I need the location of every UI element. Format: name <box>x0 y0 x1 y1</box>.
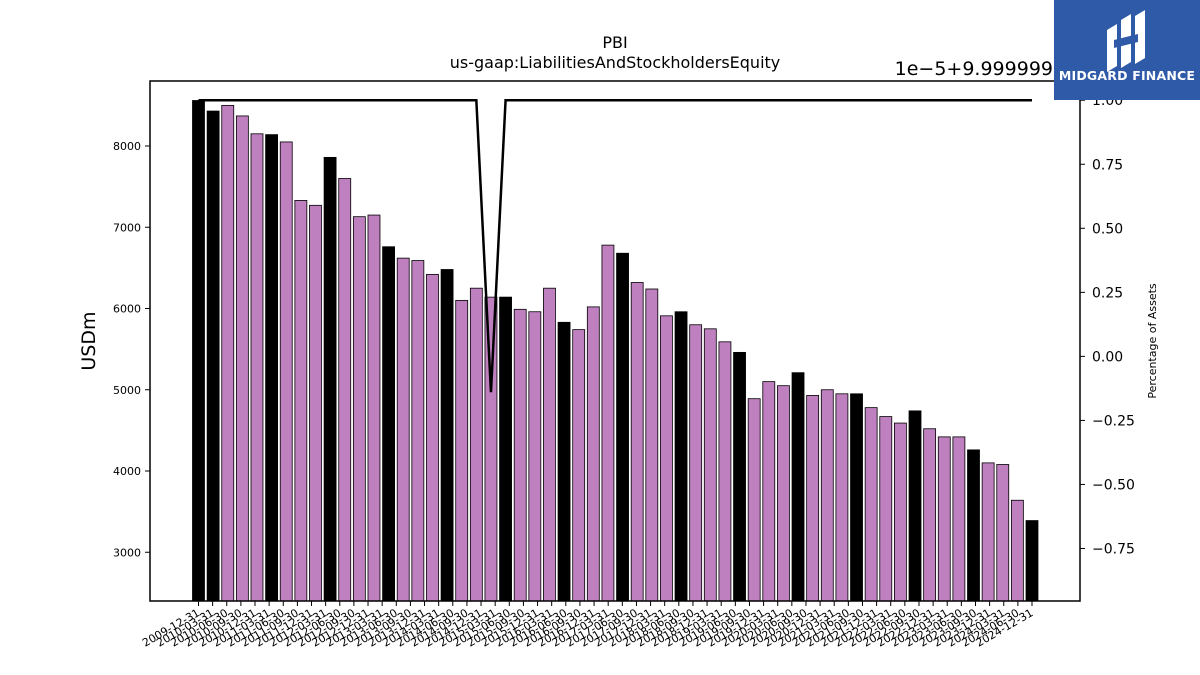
percentage-line <box>198 98 1032 393</box>
bar <box>937 436 951 602</box>
bar <box>411 260 425 602</box>
bar <box>689 324 703 602</box>
bar <box>820 389 834 602</box>
bar <box>630 282 644 602</box>
bar <box>908 410 922 602</box>
bar <box>747 398 761 602</box>
line-group <box>198 98 1032 393</box>
chart-subtitle: us-gaap:LiabilitiesAndStockholdersEquity <box>450 53 781 72</box>
bar <box>235 115 249 602</box>
bar <box>338 178 352 602</box>
bar <box>455 299 469 602</box>
bar <box>279 141 293 602</box>
bar <box>996 464 1010 602</box>
bar <box>645 288 659 602</box>
y2-tick-label: 0.25 <box>1092 285 1123 301</box>
y-axis-label: USDm <box>78 311 100 370</box>
bar <box>294 200 308 602</box>
bar <box>777 385 790 602</box>
y2-tick-label: −0.75 <box>1092 541 1135 557</box>
bar <box>572 329 586 602</box>
y2-tick-label: 0.75 <box>1092 157 1123 173</box>
y2-tick-label: −0.50 <box>1092 477 1135 493</box>
bar <box>426 273 439 602</box>
bar <box>221 104 235 602</box>
bar <box>323 156 337 602</box>
y2-tick-label: −0.25 <box>1092 413 1135 429</box>
bar <box>601 244 615 602</box>
brand-emblem-icon <box>1107 10 1145 72</box>
y-tick-label: 8000 <box>113 140 141 153</box>
plot-frame <box>149 80 1081 602</box>
bar <box>557 321 571 602</box>
bar <box>952 436 966 602</box>
bar <box>1010 499 1024 602</box>
bars-group <box>192 100 1039 602</box>
brand-logo: MIDGARD FINANCE <box>1054 0 1200 100</box>
y-tick-label: 3000 <box>113 546 141 559</box>
bar <box>967 449 980 602</box>
bar <box>762 381 776 602</box>
bar <box>894 422 907 602</box>
bar <box>835 393 849 602</box>
bar <box>513 308 527 602</box>
bar <box>543 287 556 602</box>
bar <box>206 110 220 602</box>
axes-group: 3000 4000 5000 6000 7000 8000 −0.75 −0.50 −0.25 0… <box>113 80 1135 650</box>
bar <box>265 134 279 602</box>
bar <box>718 341 732 602</box>
y-tick-label: 6000 <box>113 303 141 316</box>
bar <box>616 252 629 602</box>
y-tick-label: 4000 <box>113 465 141 478</box>
bar <box>864 407 878 602</box>
bar <box>250 133 264 602</box>
bar <box>806 395 820 602</box>
brand-name: MIDGARD FINANCE <box>1058 68 1196 83</box>
bar <box>484 296 498 602</box>
y2-tick-label: 0.50 <box>1092 221 1123 237</box>
bar <box>1025 520 1039 602</box>
bar <box>192 100 205 602</box>
bar <box>879 416 893 602</box>
bar <box>469 287 483 602</box>
y2-tick-label: 0.00 <box>1092 349 1123 365</box>
bar <box>660 315 673 602</box>
bar <box>499 296 512 602</box>
bar <box>440 269 454 602</box>
bar <box>352 216 366 602</box>
y-tick-label: 5000 <box>113 384 141 397</box>
bar <box>528 311 542 602</box>
bar <box>367 214 381 602</box>
bar <box>923 428 937 602</box>
bar <box>981 462 995 602</box>
bar <box>586 306 600 602</box>
bar <box>674 311 688 602</box>
bar <box>733 351 746 602</box>
bar <box>309 204 322 602</box>
bar <box>382 246 395 602</box>
y2-offset-text: 1e−5+9.999999 <box>895 58 1053 80</box>
bar <box>396 257 410 602</box>
bar <box>703 328 717 602</box>
chart-title: PBI <box>602 33 627 52</box>
y-tick-label: 7000 <box>113 221 141 234</box>
y2-axis-label: Percentage of Assets <box>1146 283 1159 399</box>
bar <box>791 372 805 602</box>
bar <box>850 393 863 602</box>
